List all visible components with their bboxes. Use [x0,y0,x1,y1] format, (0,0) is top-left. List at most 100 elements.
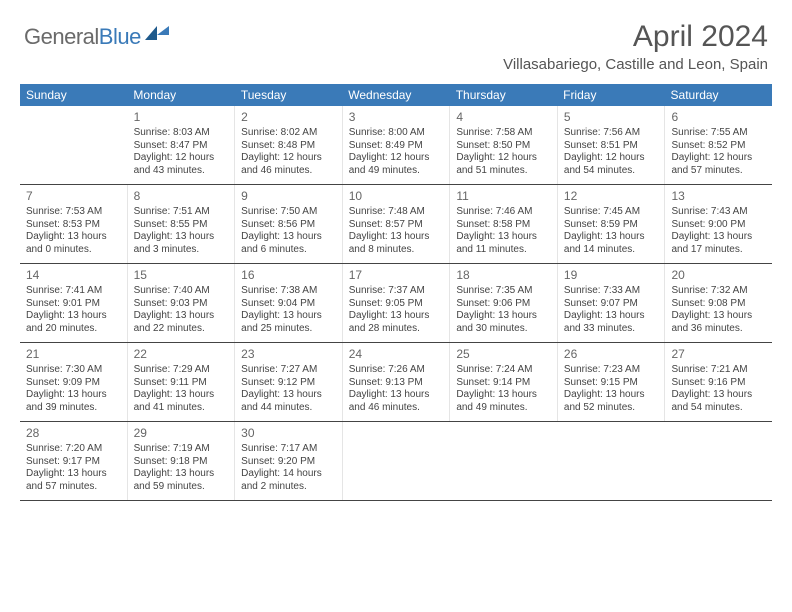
daylight-line2: and 22 minutes. [134,323,229,336]
sunset-text: Sunset: 8:55 PM [134,219,229,232]
daylight-line2: and 46 minutes. [241,165,336,178]
calendar-day-cell: 15Sunrise: 7:40 AMSunset: 9:03 PMDayligh… [128,264,236,342]
sunrise-text: Sunrise: 7:19 AM [134,443,229,456]
sunset-text: Sunset: 9:18 PM [134,456,229,469]
calendar-week-row: 21Sunrise: 7:30 AMSunset: 9:09 PMDayligh… [20,343,772,422]
calendar-day-cell: 29Sunrise: 7:19 AMSunset: 9:18 PMDayligh… [128,422,236,500]
calendar-header-cell: Sunday [20,84,127,106]
daylight-line2: and 49 minutes. [456,402,551,415]
day-number: 18 [456,268,551,283]
day-number: 3 [349,110,444,125]
day-number: 5 [564,110,659,125]
sunset-text: Sunset: 8:59 PM [564,219,659,232]
sunrise-text: Sunrise: 7:21 AM [671,364,766,377]
sunrise-text: Sunrise: 8:02 AM [241,127,336,140]
day-number: 4 [456,110,551,125]
day-number: 6 [671,110,766,125]
daylight-line1: Daylight: 12 hours [564,152,659,165]
calendar-day-cell: 7Sunrise: 7:53 AMSunset: 8:53 PMDaylight… [20,185,128,263]
daylight-line1: Daylight: 13 hours [241,310,336,323]
calendar-week-row: 14Sunrise: 7:41 AMSunset: 9:01 PMDayligh… [20,264,772,343]
daylight-line2: and 28 minutes. [349,323,444,336]
calendar-day-cell: 10Sunrise: 7:48 AMSunset: 8:57 PMDayligh… [343,185,451,263]
daylight-line1: Daylight: 12 hours [134,152,229,165]
day-number: 12 [564,189,659,204]
sunset-text: Sunset: 9:09 PM [26,377,121,390]
daylight-line2: and 46 minutes. [349,402,444,415]
daylight-line1: Daylight: 13 hours [456,231,551,244]
calendar-week-row: 28Sunrise: 7:20 AMSunset: 9:17 PMDayligh… [20,422,772,501]
sunset-text: Sunset: 8:51 PM [564,140,659,153]
calendar-day-cell: 4Sunrise: 7:58 AMSunset: 8:50 PMDaylight… [450,106,558,184]
day-number: 9 [241,189,336,204]
daylight-line1: Daylight: 13 hours [241,231,336,244]
daylight-line2: and 2 minutes. [241,481,336,494]
daylight-line2: and 14 minutes. [564,244,659,257]
sunrise-text: Sunrise: 7:48 AM [349,206,444,219]
daylight-line1: Daylight: 13 hours [134,468,229,481]
day-number: 11 [456,189,551,204]
logo-text-blue: Blue [99,24,141,49]
daylight-line1: Daylight: 13 hours [26,389,121,402]
sunrise-text: Sunrise: 7:27 AM [241,364,336,377]
calendar-day-cell: 14Sunrise: 7:41 AMSunset: 9:01 PMDayligh… [20,264,128,342]
sunrise-text: Sunrise: 7:26 AM [349,364,444,377]
calendar-header-cell: Saturday [665,84,772,106]
daylight-line2: and 25 minutes. [241,323,336,336]
sunrise-text: Sunrise: 7:55 AM [671,127,766,140]
day-number: 1 [134,110,229,125]
sunrise-text: Sunrise: 7:35 AM [456,285,551,298]
daylight-line2: and 0 minutes. [26,244,121,257]
daylight-line2: and 57 minutes. [671,165,766,178]
day-number: 13 [671,189,766,204]
calendar-day-cell: 24Sunrise: 7:26 AMSunset: 9:13 PMDayligh… [343,343,451,421]
sunset-text: Sunset: 8:49 PM [349,140,444,153]
daylight-line1: Daylight: 13 hours [241,389,336,402]
daylight-line1: Daylight: 12 hours [671,152,766,165]
calendar-header-cell: Thursday [450,84,557,106]
sunrise-text: Sunrise: 7:38 AM [241,285,336,298]
daylight-line1: Daylight: 13 hours [564,310,659,323]
calendar-day-cell: 12Sunrise: 7:45 AMSunset: 8:59 PMDayligh… [558,185,666,263]
calendar-day-cell: 22Sunrise: 7:29 AMSunset: 9:11 PMDayligh… [128,343,236,421]
sunset-text: Sunset: 8:47 PM [134,140,229,153]
sunset-text: Sunset: 8:52 PM [671,140,766,153]
sunset-text: Sunset: 9:11 PM [134,377,229,390]
daylight-line2: and 8 minutes. [349,244,444,257]
sunset-text: Sunset: 9:03 PM [134,298,229,311]
daylight-line2: and 44 minutes. [241,402,336,415]
calendar: SundayMondayTuesdayWednesdayThursdayFrid… [20,84,772,501]
calendar-blank-cell [665,422,772,500]
day-number: 19 [564,268,659,283]
daylight-line2: and 3 minutes. [134,244,229,257]
calendar-week-row: 7Sunrise: 7:53 AMSunset: 8:53 PMDaylight… [20,185,772,264]
daylight-line2: and 6 minutes. [241,244,336,257]
sunset-text: Sunset: 9:05 PM [349,298,444,311]
daylight-line1: Daylight: 13 hours [671,231,766,244]
sunrise-text: Sunrise: 7:30 AM [26,364,121,377]
daylight-line1: Daylight: 13 hours [564,231,659,244]
calendar-day-cell: 1Sunrise: 8:03 AMSunset: 8:47 PMDaylight… [128,106,236,184]
calendar-blank-cell [343,422,451,500]
daylight-line2: and 54 minutes. [564,165,659,178]
daylight-line1: Daylight: 13 hours [671,389,766,402]
daylight-line1: Daylight: 14 hours [241,468,336,481]
sunset-text: Sunset: 9:13 PM [349,377,444,390]
daylight-line1: Daylight: 13 hours [26,310,121,323]
sunrise-text: Sunrise: 7:23 AM [564,364,659,377]
sunset-text: Sunset: 8:57 PM [349,219,444,232]
calendar-day-cell: 26Sunrise: 7:23 AMSunset: 9:15 PMDayligh… [558,343,666,421]
calendar-day-cell: 6 Sunrise: 7:55 AMSunset: 8:52 PMDaylight… [665,106,772,184]
daylight-line1: Daylight: 12 hours [241,152,336,165]
logo: GeneralBlue [24,24,169,50]
calendar-header-cell: Wednesday [342,84,449,106]
daylight-line2: and 43 minutes. [134,165,229,178]
calendar-day-cell: 5Sunrise: 7:56 AMSunset: 8:51 PMDaylight… [558,106,666,184]
sunset-text: Sunset: 9:14 PM [456,377,551,390]
day-number: 28 [26,426,121,441]
daylight-line1: Daylight: 13 hours [134,231,229,244]
day-number: 25 [456,347,551,362]
calendar-day-cell: 3Sunrise: 8:00 AMSunset: 8:49 PMDaylight… [343,106,451,184]
calendar-day-cell: 19Sunrise: 7:33 AMSunset: 9:07 PMDayligh… [558,264,666,342]
daylight-line1: Daylight: 13 hours [564,389,659,402]
